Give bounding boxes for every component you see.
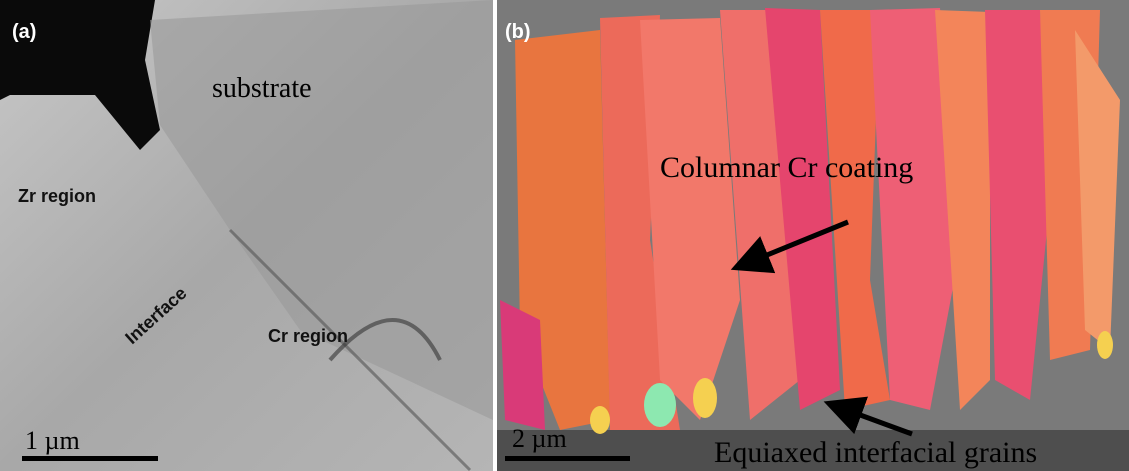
panel-b: (b) Columnar Cr coating Equiaxed interfa…	[497, 0, 1129, 471]
annotation: Zr region	[18, 186, 96, 206]
scale-bar	[505, 456, 630, 461]
annotation: Equiaxed interfacial grains	[714, 436, 1037, 469]
annotation: Cr region	[268, 326, 348, 346]
figure: (a) substrate Zr region Interface Cr reg…	[0, 0, 1129, 471]
panel-a: (a) substrate Zr region Interface Cr reg…	[0, 0, 493, 471]
scale-bar	[22, 456, 158, 461]
panel-label: (a)	[12, 21, 36, 43]
annotation: substrate	[212, 73, 312, 104]
scale-label: 2 µm	[512, 424, 567, 453]
scale-label: 1 µm	[25, 426, 80, 455]
annotation: Columnar Cr coating	[660, 151, 913, 184]
panel-label: (b)	[505, 21, 531, 43]
